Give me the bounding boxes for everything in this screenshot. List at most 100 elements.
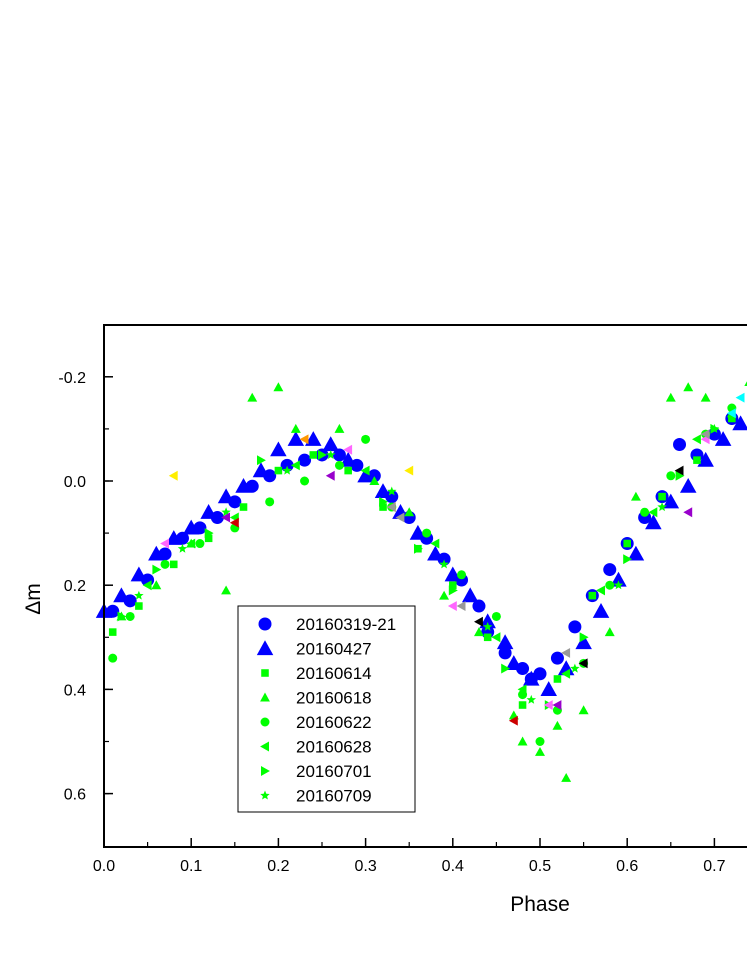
data-point	[280, 458, 294, 472]
series-extra-9	[221, 470, 693, 710]
data-point	[229, 517, 239, 528]
legend-label: 20160614	[296, 664, 372, 683]
data-point	[387, 486, 397, 496]
data-point	[422, 528, 432, 538]
data-point	[160, 559, 170, 569]
data-point	[603, 563, 617, 577]
data-point	[505, 655, 523, 670]
data-point	[561, 648, 571, 658]
data-point	[526, 694, 536, 704]
data-point	[334, 423, 345, 433]
data-point	[430, 538, 440, 549]
data-point	[221, 585, 231, 595]
data-point	[472, 599, 486, 613]
data-point	[270, 441, 287, 457]
data-point	[117, 611, 127, 622]
legend-box	[237, 605, 416, 813]
data-point	[298, 453, 312, 467]
data-point	[726, 408, 736, 419]
data-point	[579, 632, 589, 643]
y-tick-label: 0.4	[64, 682, 86, 699]
data-point	[108, 628, 117, 636]
data-point	[605, 580, 615, 590]
data-point	[273, 382, 284, 392]
data-point	[334, 460, 344, 470]
data-point	[683, 507, 693, 518]
data-point	[395, 512, 405, 523]
data-point	[613, 580, 624, 590]
data-point	[339, 451, 357, 467]
data-point	[309, 451, 318, 459]
data-point	[474, 616, 483, 627]
y-axis-ticks: -0.2 0.0 0.2 0.4 0.6	[58, 370, 113, 804]
data-point	[386, 502, 396, 512]
data-point	[130, 566, 148, 582]
data-point	[360, 465, 370, 476]
legend-marker	[260, 741, 269, 752]
data-point	[561, 773, 572, 782]
series-20160622	[108, 403, 737, 746]
data-point	[169, 560, 178, 569]
series-extra-13	[386, 429, 710, 658]
legend-marker	[260, 790, 270, 800]
data-point	[709, 423, 720, 433]
data-point	[578, 705, 589, 715]
series-20160701	[117, 423, 720, 710]
data-point	[274, 466, 283, 475]
data-point	[692, 434, 701, 445]
data-point	[553, 675, 562, 683]
x-tick-label: 0.0	[93, 858, 115, 875]
legend-label: 20160628	[296, 738, 372, 757]
data-point	[252, 462, 270, 478]
legend-label: 20160319-21	[296, 615, 396, 634]
data-point	[290, 460, 300, 471]
x-tick-label: 0.4	[442, 858, 464, 875]
data-point	[508, 715, 518, 726]
data-point	[125, 611, 135, 621]
data-point	[697, 451, 714, 467]
data-point	[517, 684, 527, 695]
data-point	[326, 450, 336, 459]
data-point	[447, 601, 457, 611]
data-point	[204, 528, 214, 539]
data-point	[374, 483, 392, 498]
x-tick-label: 0.7	[703, 858, 725, 875]
data-point	[588, 591, 597, 600]
data-point	[610, 571, 627, 587]
data-point	[457, 570, 467, 580]
x-tick-label: 0.6	[616, 858, 638, 875]
data-point	[640, 507, 650, 517]
data-point	[462, 587, 479, 603]
data-point	[517, 736, 528, 746]
data-point	[305, 431, 322, 446]
x-tick-label: 0.3	[354, 858, 376, 875]
data-point	[108, 653, 118, 663]
data-point	[300, 476, 310, 486]
data-point	[290, 423, 301, 433]
data-point	[221, 512, 230, 523]
legend-label: 20160701	[296, 762, 372, 781]
data-point	[357, 467, 374, 483]
data-point	[735, 392, 745, 403]
data-point	[217, 488, 235, 504]
legend-marker	[256, 640, 274, 656]
data-point	[658, 492, 666, 501]
data-point	[479, 613, 496, 629]
data-point	[714, 431, 732, 446]
data-point	[627, 545, 645, 561]
data-point	[142, 580, 152, 591]
data-point	[113, 587, 130, 603]
legend-marker	[261, 669, 269, 677]
data-point	[134, 590, 144, 600]
series-extra-14	[229, 517, 518, 726]
data-point	[200, 504, 217, 519]
y-tick-label: 0.6	[64, 787, 86, 804]
data-point	[693, 456, 701, 464]
data-point	[674, 465, 684, 476]
data-point	[665, 392, 676, 402]
series-20160628	[142, 434, 701, 695]
data-point	[631, 491, 641, 501]
data-point	[392, 504, 409, 519]
data-point	[186, 538, 196, 549]
data-point	[239, 503, 248, 511]
